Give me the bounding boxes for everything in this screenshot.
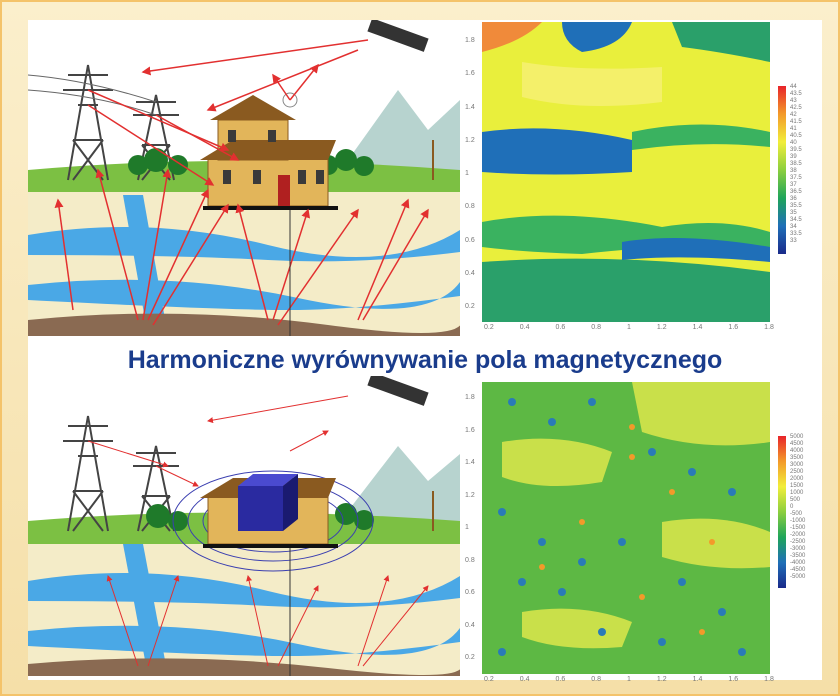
house	[200, 95, 338, 210]
scene-harmonized-illustration	[28, 376, 460, 676]
dipole-spots	[498, 398, 746, 656]
contour-map-before	[482, 22, 770, 322]
scene-disturbed-illustration	[28, 20, 460, 336]
map1-x-ticks: 0.2 0.4 0.6 0.8 1 1.2 1.4 1.6 1.8	[484, 324, 774, 331]
satellite-icon	[367, 20, 429, 52]
soil-layer	[28, 313, 460, 336]
field-map-before	[482, 22, 770, 322]
map1-color-scale	[778, 86, 786, 254]
map2-legend-labels: 5000 4500 4000 3500 3000 2500 2000 1500 1000 500 0…	[790, 434, 806, 580]
map2-x-ticks: 0.2 0.4 0.6 0.8 1 1.2 1.4 1.6 1.8	[484, 676, 774, 683]
map1-legend-labels: 44 43.5 43 42.5 42 41.5 41 40.5 40 39.5 39 38.5 38 37…	[790, 84, 802, 244]
map2-color-scale	[778, 436, 786, 588]
water-vein	[28, 279, 460, 310]
scene-harmonized	[28, 376, 460, 676]
field-arrows-weak	[87, 395, 429, 667]
field-arrows	[54, 39, 429, 326]
map1-y-ticks: 1.8 1.6 1.4 1.2 1 0.8 0.6 0.4 0.2	[465, 37, 475, 311]
field-map-after	[482, 382, 770, 674]
satellite-icon	[367, 376, 429, 406]
slide-caption: Harmoniczne wyrównywanie pola magnetyczn…	[127, 346, 723, 374]
antenna-icon	[282, 92, 298, 108]
scene-disturbed	[28, 20, 460, 336]
slide-content: 1.8 1.6 1.4 1.2 1 0.8 0.6 0.4 0.2 0.2 0.4 0.6 0.8 1 1…	[28, 20, 822, 683]
map2-y-ticks: 1.8 1.6 1.4 1.2 1 0.8 0.6 0.4 0.2	[465, 394, 475, 661]
shield-cube-icon	[238, 474, 298, 531]
contour-map-after	[482, 382, 770, 674]
dipole-spots-positive	[539, 424, 715, 635]
